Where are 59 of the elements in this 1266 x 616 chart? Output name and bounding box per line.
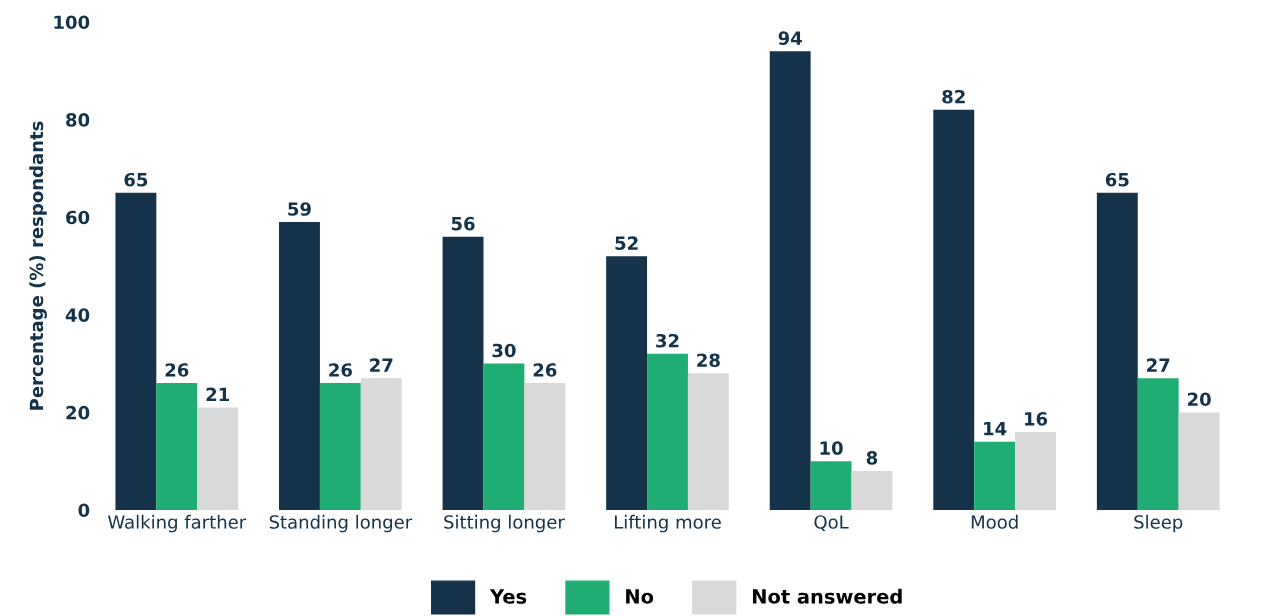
bar xyxy=(1178,412,1220,510)
bar xyxy=(524,383,566,510)
data-label: 16 xyxy=(1025,412,1048,426)
bar xyxy=(319,383,361,510)
data-label: 65 xyxy=(1105,172,1129,187)
data-label: 10 xyxy=(820,441,843,455)
bar xyxy=(974,441,1016,510)
x-tick-label: QoL xyxy=(814,515,849,531)
data-label: 8 xyxy=(866,451,878,465)
bar xyxy=(851,470,893,510)
bar xyxy=(156,383,198,510)
y-tick-label: 20 xyxy=(66,405,90,420)
data-label: 27 xyxy=(370,358,393,372)
data-label: 59 xyxy=(288,202,311,216)
data-label: 82 xyxy=(942,89,965,104)
data-label: 32 xyxy=(656,333,679,348)
x-tick-label: Sitting longer xyxy=(444,514,565,533)
bar xyxy=(197,407,239,510)
x-tick-label: Walking farther xyxy=(107,514,247,533)
bar xyxy=(360,378,402,510)
data-label: 52 xyxy=(615,236,638,250)
bar xyxy=(1137,378,1179,510)
legend-label: Not answered xyxy=(752,588,902,604)
y-tick-label: 40 xyxy=(65,308,90,322)
data-label: 94 xyxy=(778,31,802,45)
x-tick-label: Mood xyxy=(971,514,1018,529)
bar xyxy=(279,222,320,510)
y-tick-label: 80 xyxy=(66,113,90,127)
legend-label: Yes xyxy=(489,589,527,604)
data-label: 30 xyxy=(492,343,516,358)
data-label: 26 xyxy=(165,363,189,377)
bar xyxy=(1015,431,1056,510)
bar xyxy=(769,51,811,510)
y-tick-label: 60 xyxy=(66,210,90,225)
data-label: 27 xyxy=(1147,358,1170,372)
data-label: 28 xyxy=(697,353,720,368)
bar xyxy=(687,373,729,510)
x-tick-label: Sleep xyxy=(1134,514,1183,533)
data-label: 26 xyxy=(533,363,557,377)
bar xyxy=(933,109,975,510)
bar xyxy=(115,192,157,510)
data-label: 65 xyxy=(124,172,148,187)
bar xyxy=(606,256,648,510)
data-label: 26 xyxy=(329,363,352,377)
bar xyxy=(483,363,525,510)
y-axis-title: Percentage (%) respondants xyxy=(29,121,47,410)
bar xyxy=(647,353,688,510)
legend-label: No xyxy=(626,589,654,604)
bar xyxy=(810,461,852,510)
data-label: 21 xyxy=(206,387,229,401)
bar xyxy=(1096,192,1138,510)
y-tick-label: 100 xyxy=(54,15,90,30)
data-label: 56 xyxy=(451,216,475,231)
x-tick-label: Standing longer xyxy=(269,514,413,533)
y-tick-label: 0 xyxy=(78,503,90,518)
x-tick-label: Lifting more xyxy=(614,514,721,533)
bar xyxy=(442,236,484,510)
data-label: 14 xyxy=(984,421,1007,436)
data-label: 20 xyxy=(1187,392,1211,407)
